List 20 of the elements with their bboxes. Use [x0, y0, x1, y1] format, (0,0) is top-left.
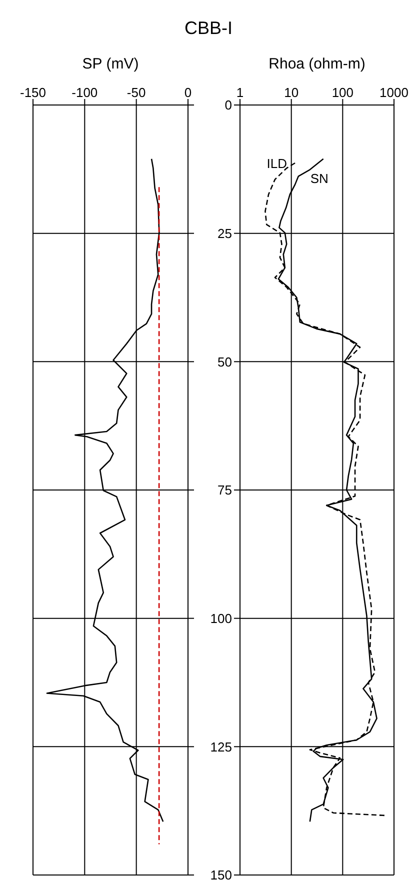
series-label: SN	[310, 170, 328, 186]
y-tick-label: 0	[224, 98, 232, 113]
x-tick-label: 0	[184, 85, 192, 100]
series-label: ILD	[266, 156, 288, 172]
y-tick-label: 125	[210, 739, 232, 754]
chart-title: CBB-I	[183, 18, 234, 39]
x-tick-label: 1	[236, 85, 244, 100]
y-tick-label: 25	[218, 226, 232, 241]
y-tick-label: 75	[218, 482, 232, 498]
x-tick-label: -150	[20, 85, 46, 100]
x-tick-label: -100	[72, 85, 98, 100]
x-axis-title: Rhoa (ohm-m)	[268, 56, 366, 73]
x-tick-label: -50	[126, 85, 146, 100]
x-tick-label: 10	[284, 85, 299, 100]
y-tick-label: 150	[210, 868, 232, 883]
x-axis-title: SP (mV)	[82, 56, 139, 73]
y-tick-label: 50	[218, 354, 232, 370]
x-tick-label: 100	[332, 85, 354, 100]
y-tick-label: 100	[210, 610, 232, 626]
x-tick-label: 1000	[380, 85, 408, 100]
